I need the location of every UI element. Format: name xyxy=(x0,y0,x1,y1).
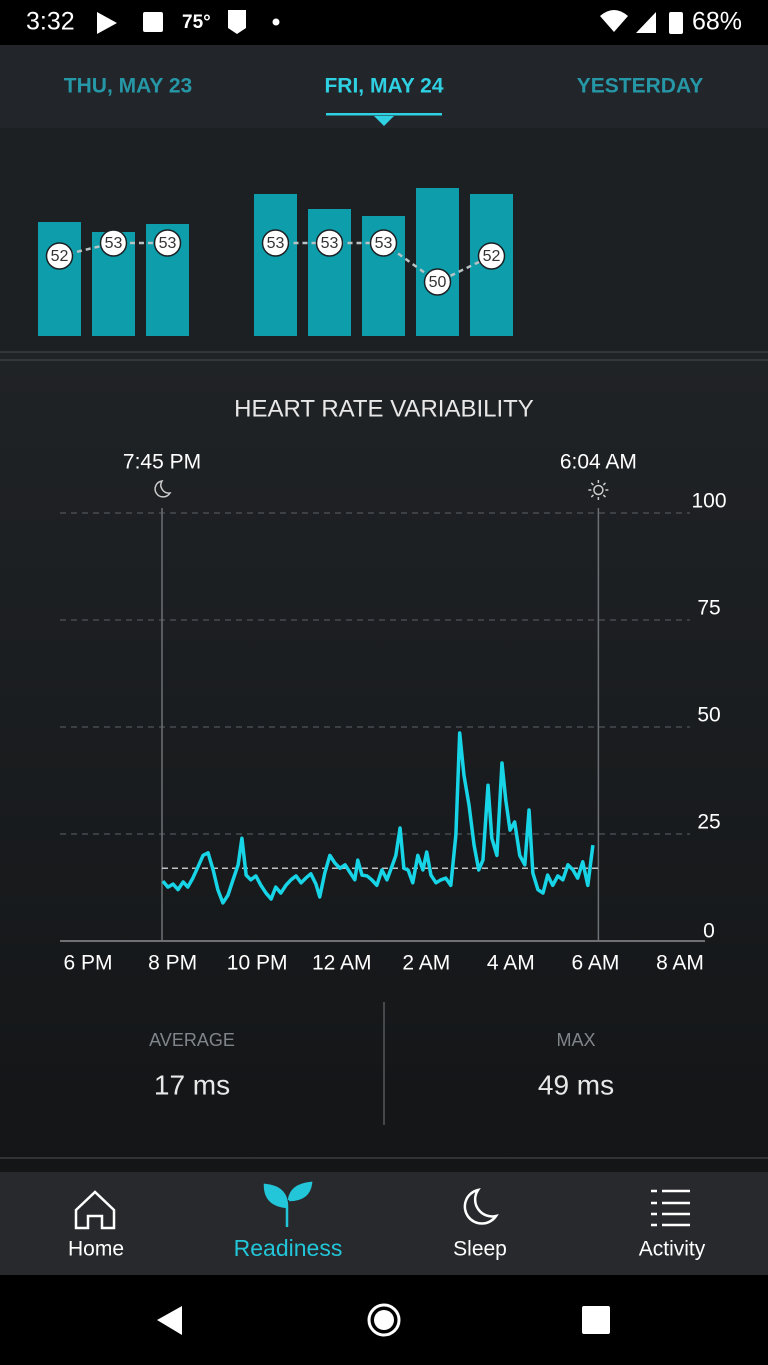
resting-hr-dot xyxy=(153,229,182,257)
x-tick-label: 8 AM xyxy=(656,952,704,975)
stat-label: AVERAGE xyxy=(149,1030,235,1050)
resting-hr-dot xyxy=(99,229,128,257)
resting-hr-dot xyxy=(369,229,398,257)
back-button[interactable] xyxy=(157,1306,182,1335)
hrv-title: HEART RATE VARIABILITY xyxy=(234,395,534,422)
readiness-bar xyxy=(308,209,351,336)
readiness-bar xyxy=(254,194,297,336)
date-tab[interactable]: THU, MAY 23 xyxy=(64,75,192,98)
x-tick-label: 6 AM xyxy=(571,952,619,975)
resting-hr-label: 53 xyxy=(267,235,285,252)
resting-hr-dot xyxy=(315,229,344,257)
resting-hr-label: 52 xyxy=(51,248,69,265)
y-tick-label: 25 xyxy=(697,811,720,834)
home-icon xyxy=(74,1190,116,1230)
x-tick-label: 6 PM xyxy=(63,952,112,975)
wifi-icon xyxy=(600,10,628,32)
x-tick-label: 8 PM xyxy=(148,952,197,975)
nav-label[interactable]: Home xyxy=(68,1238,124,1261)
readiness-icon xyxy=(263,1181,313,1227)
activity-icon xyxy=(651,1189,690,1227)
y-tick-label: 100 xyxy=(691,490,726,513)
maps-icon xyxy=(228,10,246,34)
resting-hr-label: 53 xyxy=(105,235,123,252)
battery-icon xyxy=(669,12,683,34)
sleep-marker-label: 6:04 AM xyxy=(560,451,637,474)
nav-icons xyxy=(74,1181,690,1230)
readiness-bar xyxy=(416,188,459,336)
battery-level: 68% xyxy=(692,8,742,36)
nav-label[interactable]: Activity xyxy=(639,1238,706,1261)
readiness-bar xyxy=(38,222,81,336)
tab-pointer xyxy=(374,116,394,126)
resting-hr-dot xyxy=(477,242,506,270)
temperature: 75° xyxy=(182,12,211,33)
sun-icon xyxy=(593,484,604,496)
x-tick-label: 2 AM xyxy=(402,952,450,975)
resting-hr-label: 53 xyxy=(321,235,339,252)
date-tab[interactable]: FRI, MAY 24 xyxy=(324,75,443,98)
nav-label[interactable]: Sleep xyxy=(453,1238,507,1261)
home-button[interactable] xyxy=(367,1303,401,1337)
system-buttons xyxy=(157,1303,610,1337)
resting-hr-label: 50 xyxy=(429,274,447,291)
image-icon xyxy=(143,12,163,32)
stat-label: MAX xyxy=(556,1030,595,1050)
resting-hr-dot xyxy=(261,229,290,257)
x-tick-label: 10 PM xyxy=(227,952,288,975)
dot-icon xyxy=(272,18,280,26)
resting-hr-dot xyxy=(423,268,452,296)
resting-hr-label: 53 xyxy=(375,235,393,252)
recents-button[interactable] xyxy=(582,1306,610,1334)
stat-value: 49 ms xyxy=(538,1069,614,1100)
resting-hr-dot xyxy=(45,242,74,270)
hrv-line xyxy=(161,731,595,905)
y-tick-label: 75 xyxy=(697,597,720,620)
cast-icon xyxy=(97,12,117,34)
x-tick-label: 4 AM xyxy=(487,952,535,975)
x-tick-label: 12 AM xyxy=(312,952,372,975)
sun-rays xyxy=(588,480,609,500)
sleep-marker-label: 7:45 PM xyxy=(123,451,201,474)
tab-underline xyxy=(326,113,442,116)
y-tick-label: 50 xyxy=(697,704,720,727)
clock: 3:32 xyxy=(26,8,75,36)
nav-label[interactable]: Readiness xyxy=(234,1235,343,1261)
resting-hr-label: 52 xyxy=(483,248,501,265)
bottom-nav xyxy=(0,1172,768,1275)
resting-hr-label: 53 xyxy=(159,235,177,252)
signal-icon xyxy=(636,12,656,33)
stat-value: 17 ms xyxy=(154,1069,230,1100)
sleep-icon xyxy=(463,1188,499,1225)
y-tick-label: 0 xyxy=(703,920,715,943)
moon-icon xyxy=(154,480,172,498)
status-icons xyxy=(97,10,683,34)
home-button-inner xyxy=(374,1310,394,1330)
status-bar xyxy=(0,0,768,45)
date-tab[interactable]: YESTERDAY xyxy=(577,75,703,98)
